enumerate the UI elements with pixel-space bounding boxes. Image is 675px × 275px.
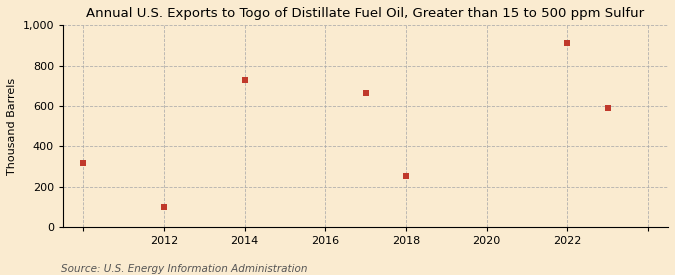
Y-axis label: Thousand Barrels: Thousand Barrels (7, 78, 17, 175)
Title: Annual U.S. Exports to Togo of Distillate Fuel Oil, Greater than 15 to 500 ppm S: Annual U.S. Exports to Togo of Distillat… (86, 7, 645, 20)
Text: Source: U.S. Energy Information Administration: Source: U.S. Energy Information Administ… (61, 264, 307, 274)
